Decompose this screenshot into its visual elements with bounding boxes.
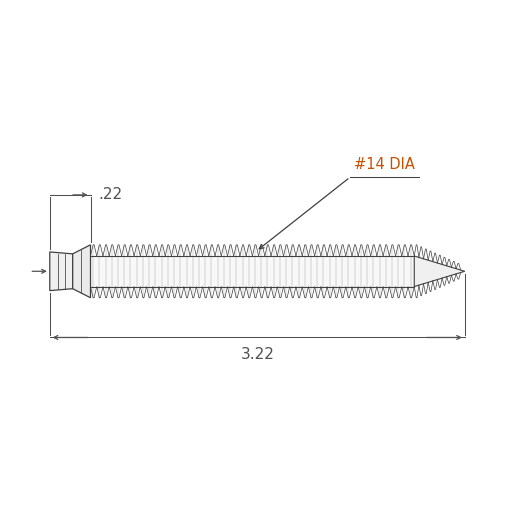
Text: #14 DIA: #14 DIA [354,157,415,172]
Text: .22: .22 [98,187,122,202]
Text: 3.22: 3.22 [240,347,274,361]
Polygon shape [73,245,91,298]
Polygon shape [91,256,414,287]
Polygon shape [414,256,465,287]
Polygon shape [50,252,73,291]
